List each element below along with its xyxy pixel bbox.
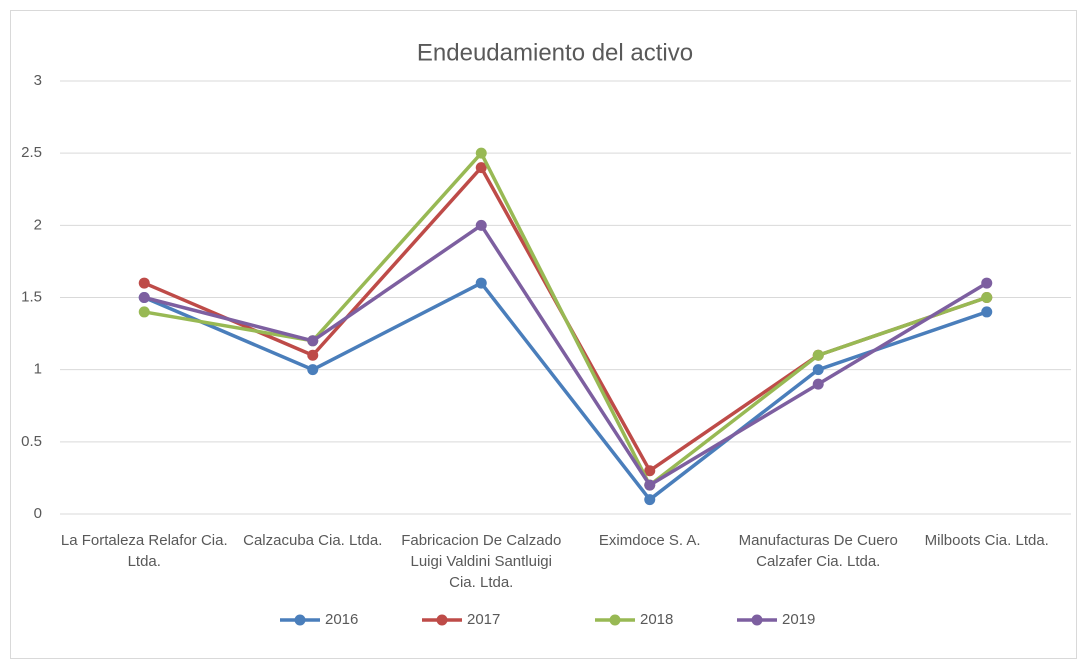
x-tick-label: Eximdoce S. A.	[598, 532, 701, 549]
y-tick-label: 1.5	[21, 288, 42, 305]
data-point	[812, 378, 824, 390]
series-line	[143, 223, 988, 487]
data-point	[812, 364, 824, 376]
legend-label: 2018	[640, 611, 673, 628]
data-point	[138, 277, 150, 289]
data-point	[307, 335, 319, 347]
chart-title: Endeudamiento del activo	[417, 39, 693, 66]
data-point	[644, 465, 656, 477]
legend-marker	[436, 614, 448, 626]
data-point	[812, 349, 824, 361]
series-line	[143, 151, 988, 487]
data-point	[475, 147, 487, 159]
x-tick-label: La Fortaleza Relafor Cia. Ltda.	[60, 532, 228, 570]
y-tick-label: 2.5	[21, 144, 42, 161]
legend-label: 2017	[467, 611, 500, 628]
legend-label: 2019	[782, 611, 815, 628]
y-tick-label: 3	[34, 72, 42, 89]
data-point	[307, 349, 319, 361]
x-tick-label: Fabricacion De Calzado Luigi Valdini San…	[401, 532, 562, 591]
legend-marker	[294, 614, 306, 626]
data-point	[307, 364, 319, 376]
data-point	[644, 494, 656, 506]
data-point	[981, 277, 993, 289]
legend-marker	[609, 614, 621, 626]
data-point	[138, 292, 150, 303]
legend-label: 2016	[325, 611, 358, 628]
x-tick-label: Calzacuba Cia. Ltda.	[243, 532, 383, 549]
legend-marker	[751, 614, 763, 626]
series-line	[143, 281, 988, 502]
y-tick-label: 1	[34, 361, 42, 378]
x-tick-label: Manufacturas De Cuero Calzafer Cia. Ltda…	[738, 532, 898, 570]
data-point	[475, 219, 487, 231]
y-tick-label: 0	[34, 505, 42, 522]
x-tick-label: Milboots Cia. Ltda.	[924, 532, 1049, 549]
data-point	[981, 306, 993, 318]
data-point	[644, 479, 656, 491]
data-point	[475, 277, 487, 289]
y-tick-label: 2	[34, 216, 42, 233]
y-tick-label: 0.5	[21, 433, 42, 450]
data-point	[475, 162, 487, 174]
data-point	[138, 306, 150, 318]
data-point	[981, 292, 993, 303]
